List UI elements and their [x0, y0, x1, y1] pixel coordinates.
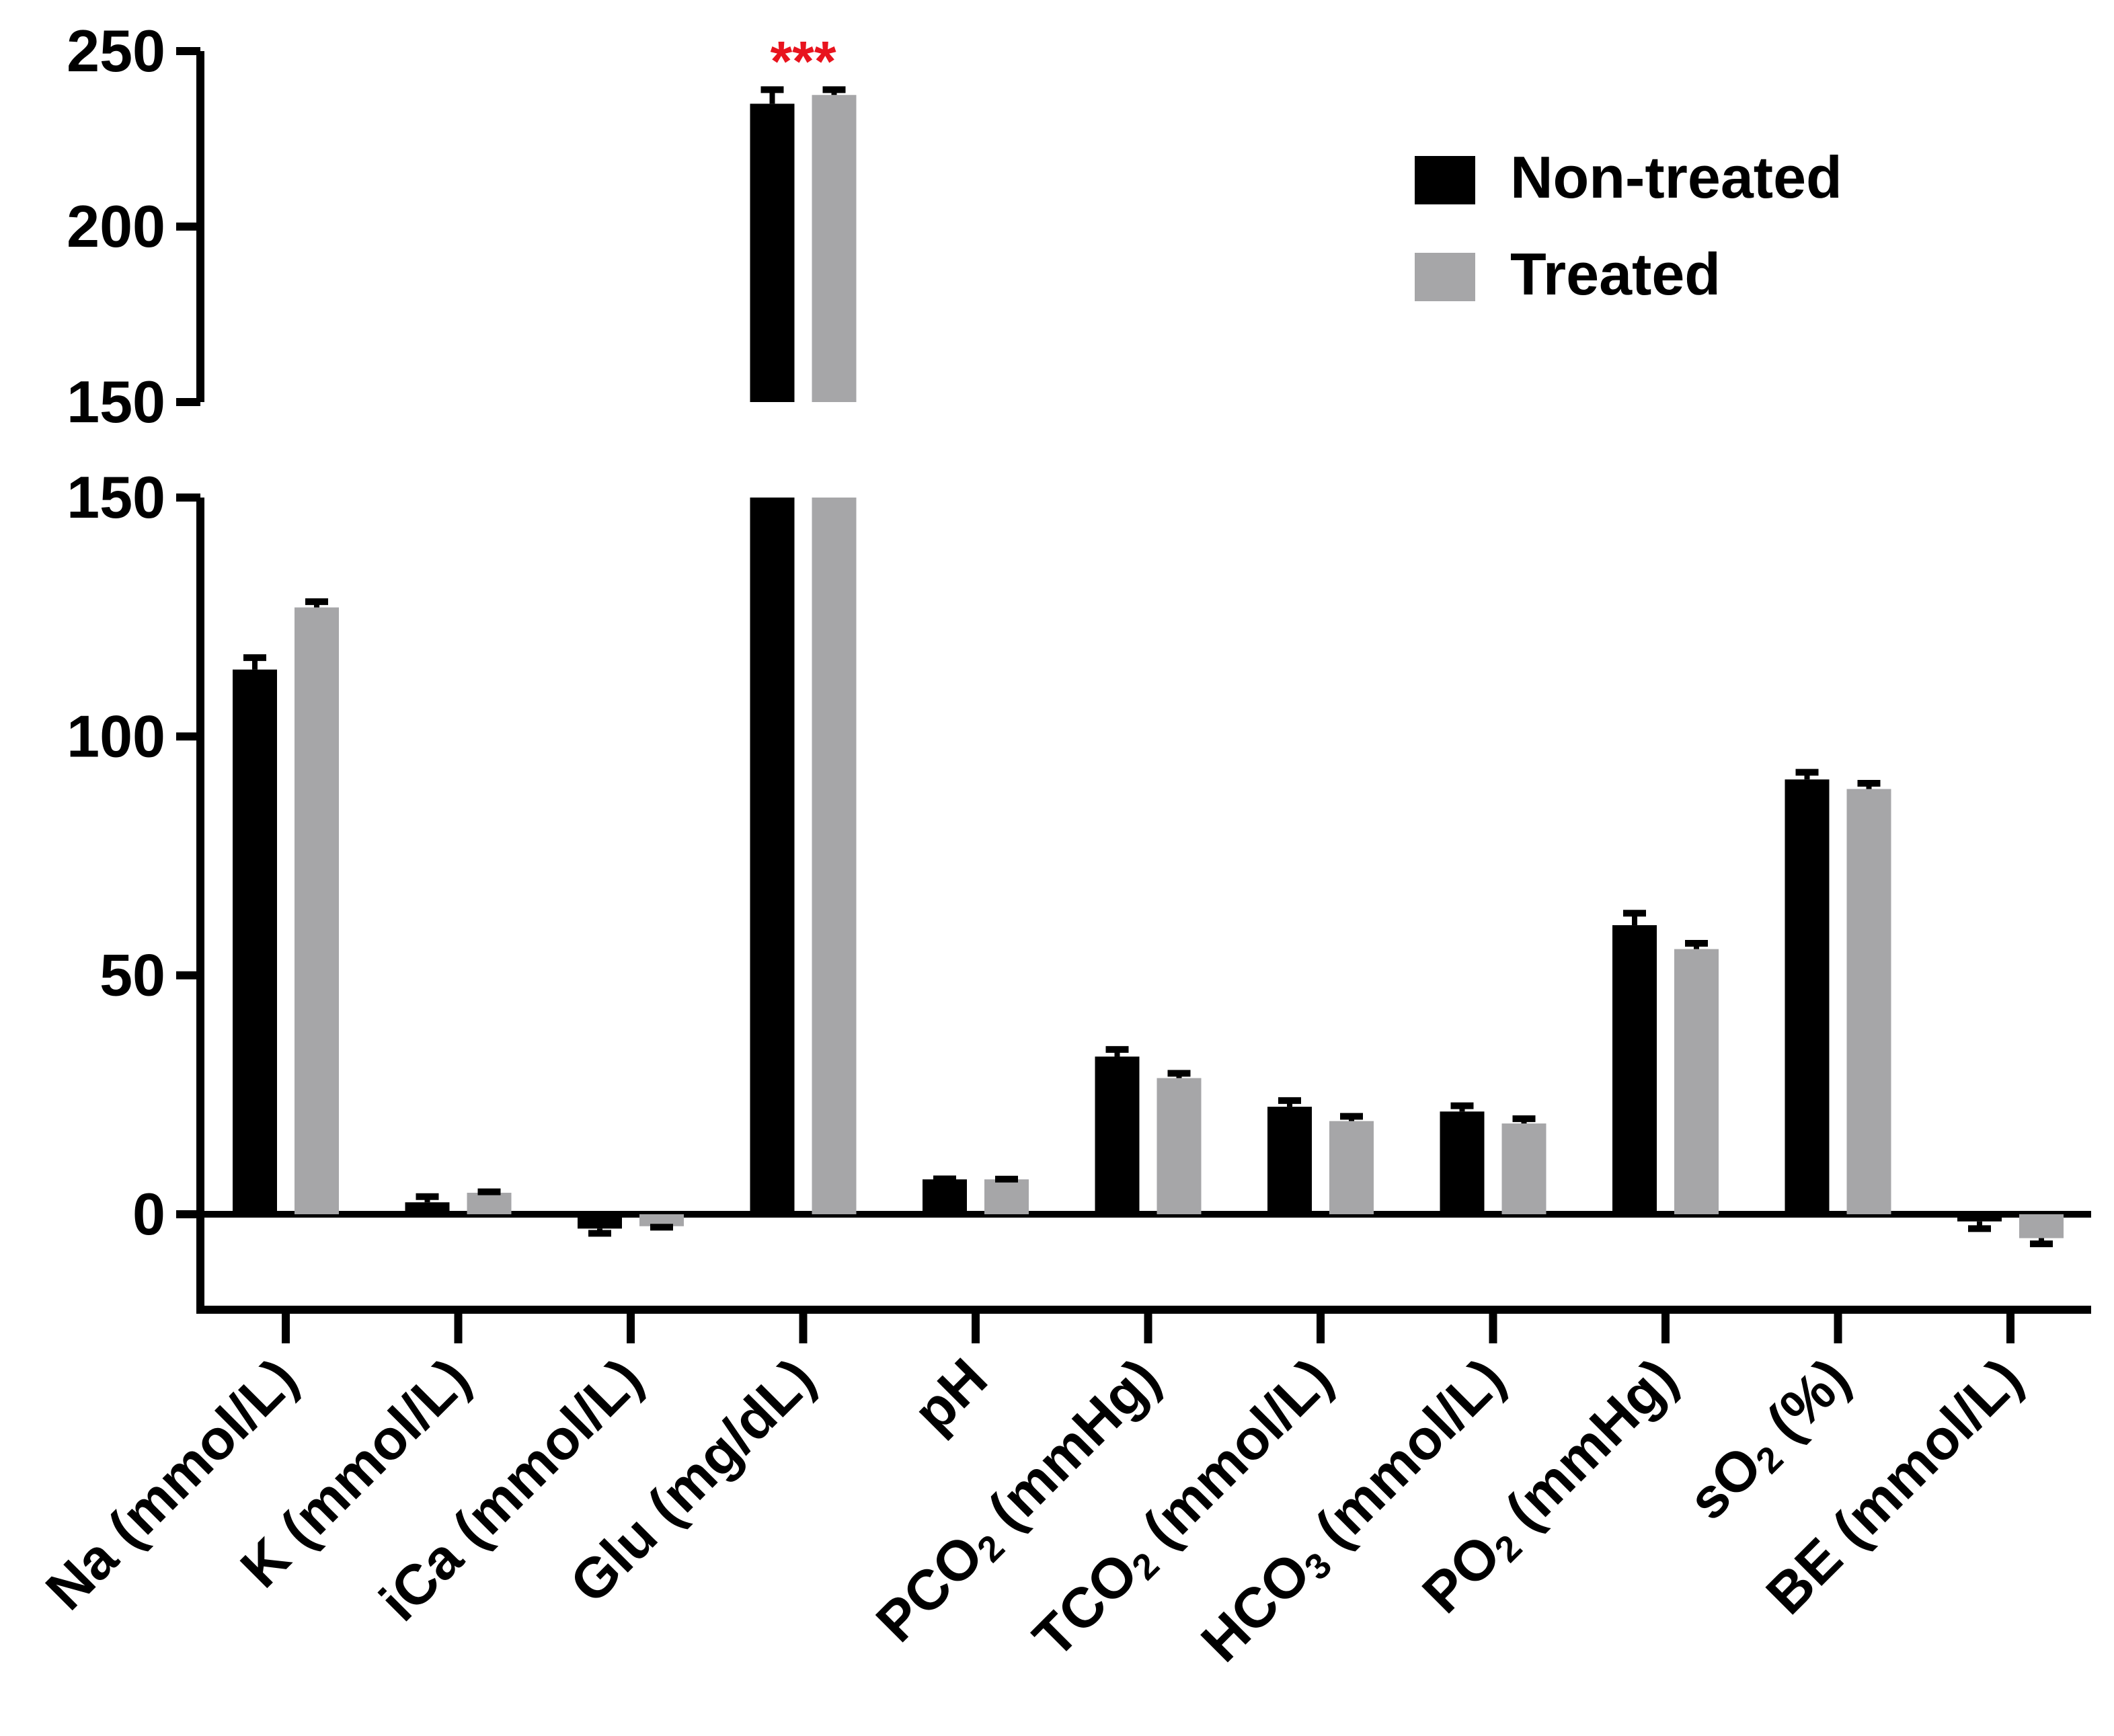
bar-non-treated — [1095, 1056, 1140, 1214]
legend-swatch-non-treated — [1415, 156, 1475, 204]
bar-non-treated — [1612, 925, 1657, 1214]
bar-non-treated — [405, 1202, 450, 1214]
significance-annotations: *** — [770, 30, 836, 93]
bar-treated — [984, 1179, 1029, 1214]
bar-treated — [1329, 1121, 1374, 1214]
bar-series — [233, 86, 2064, 1248]
upper-y-axis: 150 200 250 — [67, 17, 204, 435]
bar-treated — [2019, 1214, 2064, 1238]
bar-non-treated — [233, 669, 277, 1214]
legend-swatch-treated — [1415, 253, 1475, 301]
y-tick-label: 100 — [67, 703, 165, 769]
y-tick-label: 250 — [67, 17, 165, 84]
bar-treated — [467, 1193, 512, 1214]
y-tick-label: 150 — [67, 368, 165, 435]
y-tick-label: 50 — [100, 942, 165, 1009]
category-label: HCO3 (mmol/L) — [1189, 1346, 1519, 1676]
bar-non-treated-upper — [750, 104, 795, 403]
bar-treated — [1674, 949, 1719, 1214]
bar-non-treated — [1267, 1107, 1312, 1214]
lower-y-axis: 0 50 100 150 — [67, 464, 2091, 1310]
y-tick-label: 200 — [67, 193, 165, 260]
category-label: pH — [901, 1346, 999, 1444]
y-tick-label: 0 — [132, 1181, 165, 1247]
legend-label: Treated — [1510, 241, 1721, 307]
bar-non-treated — [578, 1214, 622, 1229]
y-tick-label: 150 — [67, 464, 165, 530]
category-label: TCO2 (mmol/L) — [1021, 1346, 1347, 1672]
bar-treated-upper — [812, 95, 857, 402]
bar-non-treated — [923, 1179, 967, 1214]
bar-non-treated-lower — [750, 498, 795, 1214]
significance-stars: *** — [770, 30, 836, 93]
x-axis — [196, 1306, 2091, 1343]
legend-label: Non-treated — [1510, 144, 1842, 210]
category-labels: Na (mmol/L)K (mmol/L)iCa (mmol/L)Glu (mg… — [34, 1346, 2034, 1676]
bar-treated — [639, 1214, 684, 1226]
bar-non-treated — [1440, 1111, 1485, 1214]
bar-treated — [1501, 1123, 1547, 1214]
bar-treated-lower — [812, 498, 857, 1214]
bar-non-treated — [1785, 779, 1830, 1214]
bar-treated — [1157, 1078, 1202, 1214]
bar-non-treated — [1957, 1214, 2002, 1222]
legend: Non-treated Treated — [1415, 144, 1842, 307]
bar-treated — [295, 607, 339, 1214]
bar-treated — [1846, 789, 1891, 1214]
